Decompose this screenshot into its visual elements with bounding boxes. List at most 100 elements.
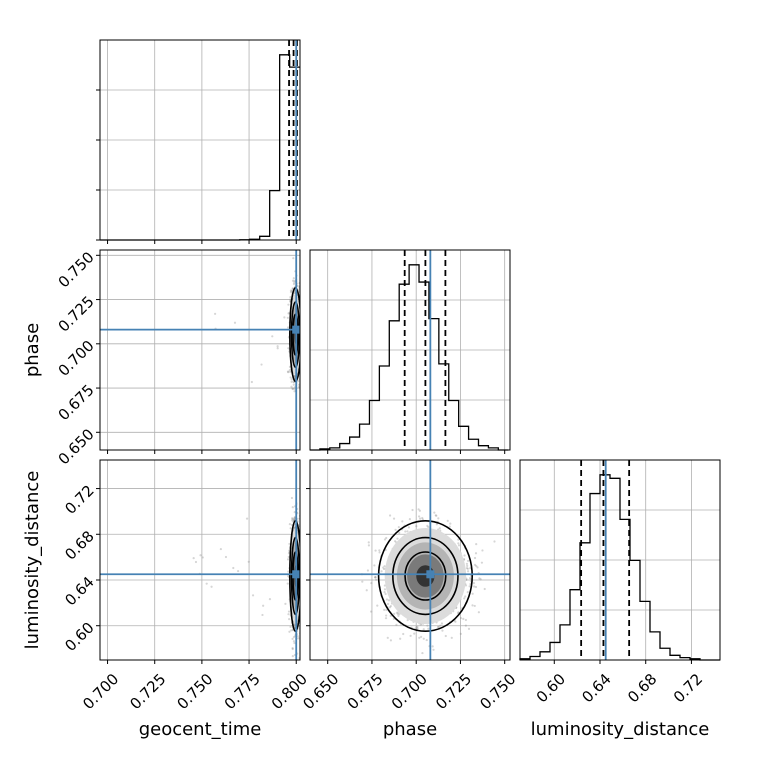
sample-point [297, 385, 300, 389]
x-axis-label-luminosity_distance: luminosity_distance [531, 719, 710, 740]
sample-point [406, 619, 409, 622]
x-tick-label: 0.725 [126, 670, 169, 713]
sample-point [385, 598, 389, 601]
axes-frame [309, 459, 511, 661]
sample-point [388, 514, 392, 517]
sample-point [292, 640, 296, 643]
sample-point [289, 295, 292, 299]
sample-point [419, 623, 422, 626]
sample-point [464, 595, 467, 598]
sample-point [210, 585, 213, 588]
sample-point [293, 375, 296, 378]
sample-point [394, 528, 397, 531]
y-tick-label: 0.60 [61, 619, 97, 655]
sample-point [300, 328, 302, 330]
x-tick-label: 0.675 [344, 670, 387, 713]
hist-panel-geocent_time [96, 39, 301, 244]
contour-line [377, 519, 474, 632]
sample-point [293, 516, 296, 519]
y-axis-label-luminosity_distance: luminosity_distance [22, 471, 43, 650]
sample-point [389, 639, 393, 642]
truth-marker [292, 570, 300, 579]
histogram-step [100, 54, 300, 241]
sample-point [448, 525, 451, 528]
sample-point [469, 567, 472, 570]
sample-point [302, 294, 304, 296]
sample-point [374, 575, 377, 579]
sample-point [422, 637, 425, 640]
sample-point [374, 575, 377, 579]
x-tick-label: 0.68 [624, 670, 660, 706]
sample-point [233, 321, 237, 324]
sample-point [283, 316, 286, 319]
sample-point [290, 496, 294, 500]
sample-point [416, 627, 419, 630]
axes-frame [309, 249, 511, 451]
sample-point [437, 517, 440, 520]
sample-point [395, 623, 398, 626]
sample-point [462, 617, 465, 620]
hist-panel-phase [309, 249, 511, 454]
sample-point [392, 517, 396, 520]
sample-point [473, 556, 477, 560]
y-tick-label: 0.72 [61, 482, 97, 518]
sample-point [475, 543, 478, 546]
sample-point [300, 625, 302, 627]
sample-point [446, 519, 449, 522]
sample-point [289, 527, 292, 530]
x-axis-label-phase: phase [383, 719, 437, 740]
sample-point [466, 570, 470, 573]
sample-point [420, 635, 423, 638]
sample-point [268, 598, 272, 601]
sample-point [478, 577, 481, 580]
sample-point [418, 509, 421, 512]
sample-point [286, 582, 289, 585]
sample-point [464, 624, 467, 627]
sample-point [297, 637, 300, 640]
sample-point [473, 563, 477, 566]
sample-point [401, 520, 404, 523]
sample-point [292, 282, 296, 286]
sample-point [251, 594, 255, 597]
sample-point [301, 602, 303, 604]
x-axis-label-geocent_time: geocent_time [139, 719, 262, 740]
sample-point [426, 624, 429, 627]
sample-point [291, 387, 294, 391]
sample-point [301, 348, 303, 350]
sample-point [289, 290, 293, 294]
sample-point [290, 378, 293, 381]
sample-point [301, 561, 303, 563]
sample-point [297, 380, 300, 383]
sample-point [287, 555, 290, 559]
sample-point [236, 569, 240, 573]
sample-point [464, 584, 468, 587]
sample-point [382, 566, 385, 569]
truth-marker [292, 325, 300, 334]
sample-point [300, 351, 302, 353]
sample-point [438, 527, 441, 530]
sample-point [293, 281, 296, 284]
x-tick-label: 0.72 [670, 670, 706, 706]
sample-point [365, 589, 368, 592]
sample-point [296, 635, 299, 638]
sample-point [417, 508, 420, 511]
sample-point [286, 558, 290, 561]
histogram-step [310, 264, 509, 451]
sample-point [287, 575, 290, 578]
axes-frame [99, 459, 301, 661]
sample-point [214, 312, 217, 315]
y-tick-label: 0.725 [55, 292, 98, 335]
sample-point [435, 523, 438, 526]
sample-point [471, 592, 474, 595]
joint-content [100, 460, 303, 660]
contour-line [392, 536, 459, 616]
sample-point [287, 371, 290, 374]
sample-point [383, 588, 387, 591]
sample-point [383, 565, 386, 568]
sample-point [411, 508, 414, 512]
histogram-step [519, 474, 720, 661]
sample-point [301, 338, 303, 340]
sample-point [245, 517, 249, 520]
sample-point [475, 564, 478, 568]
